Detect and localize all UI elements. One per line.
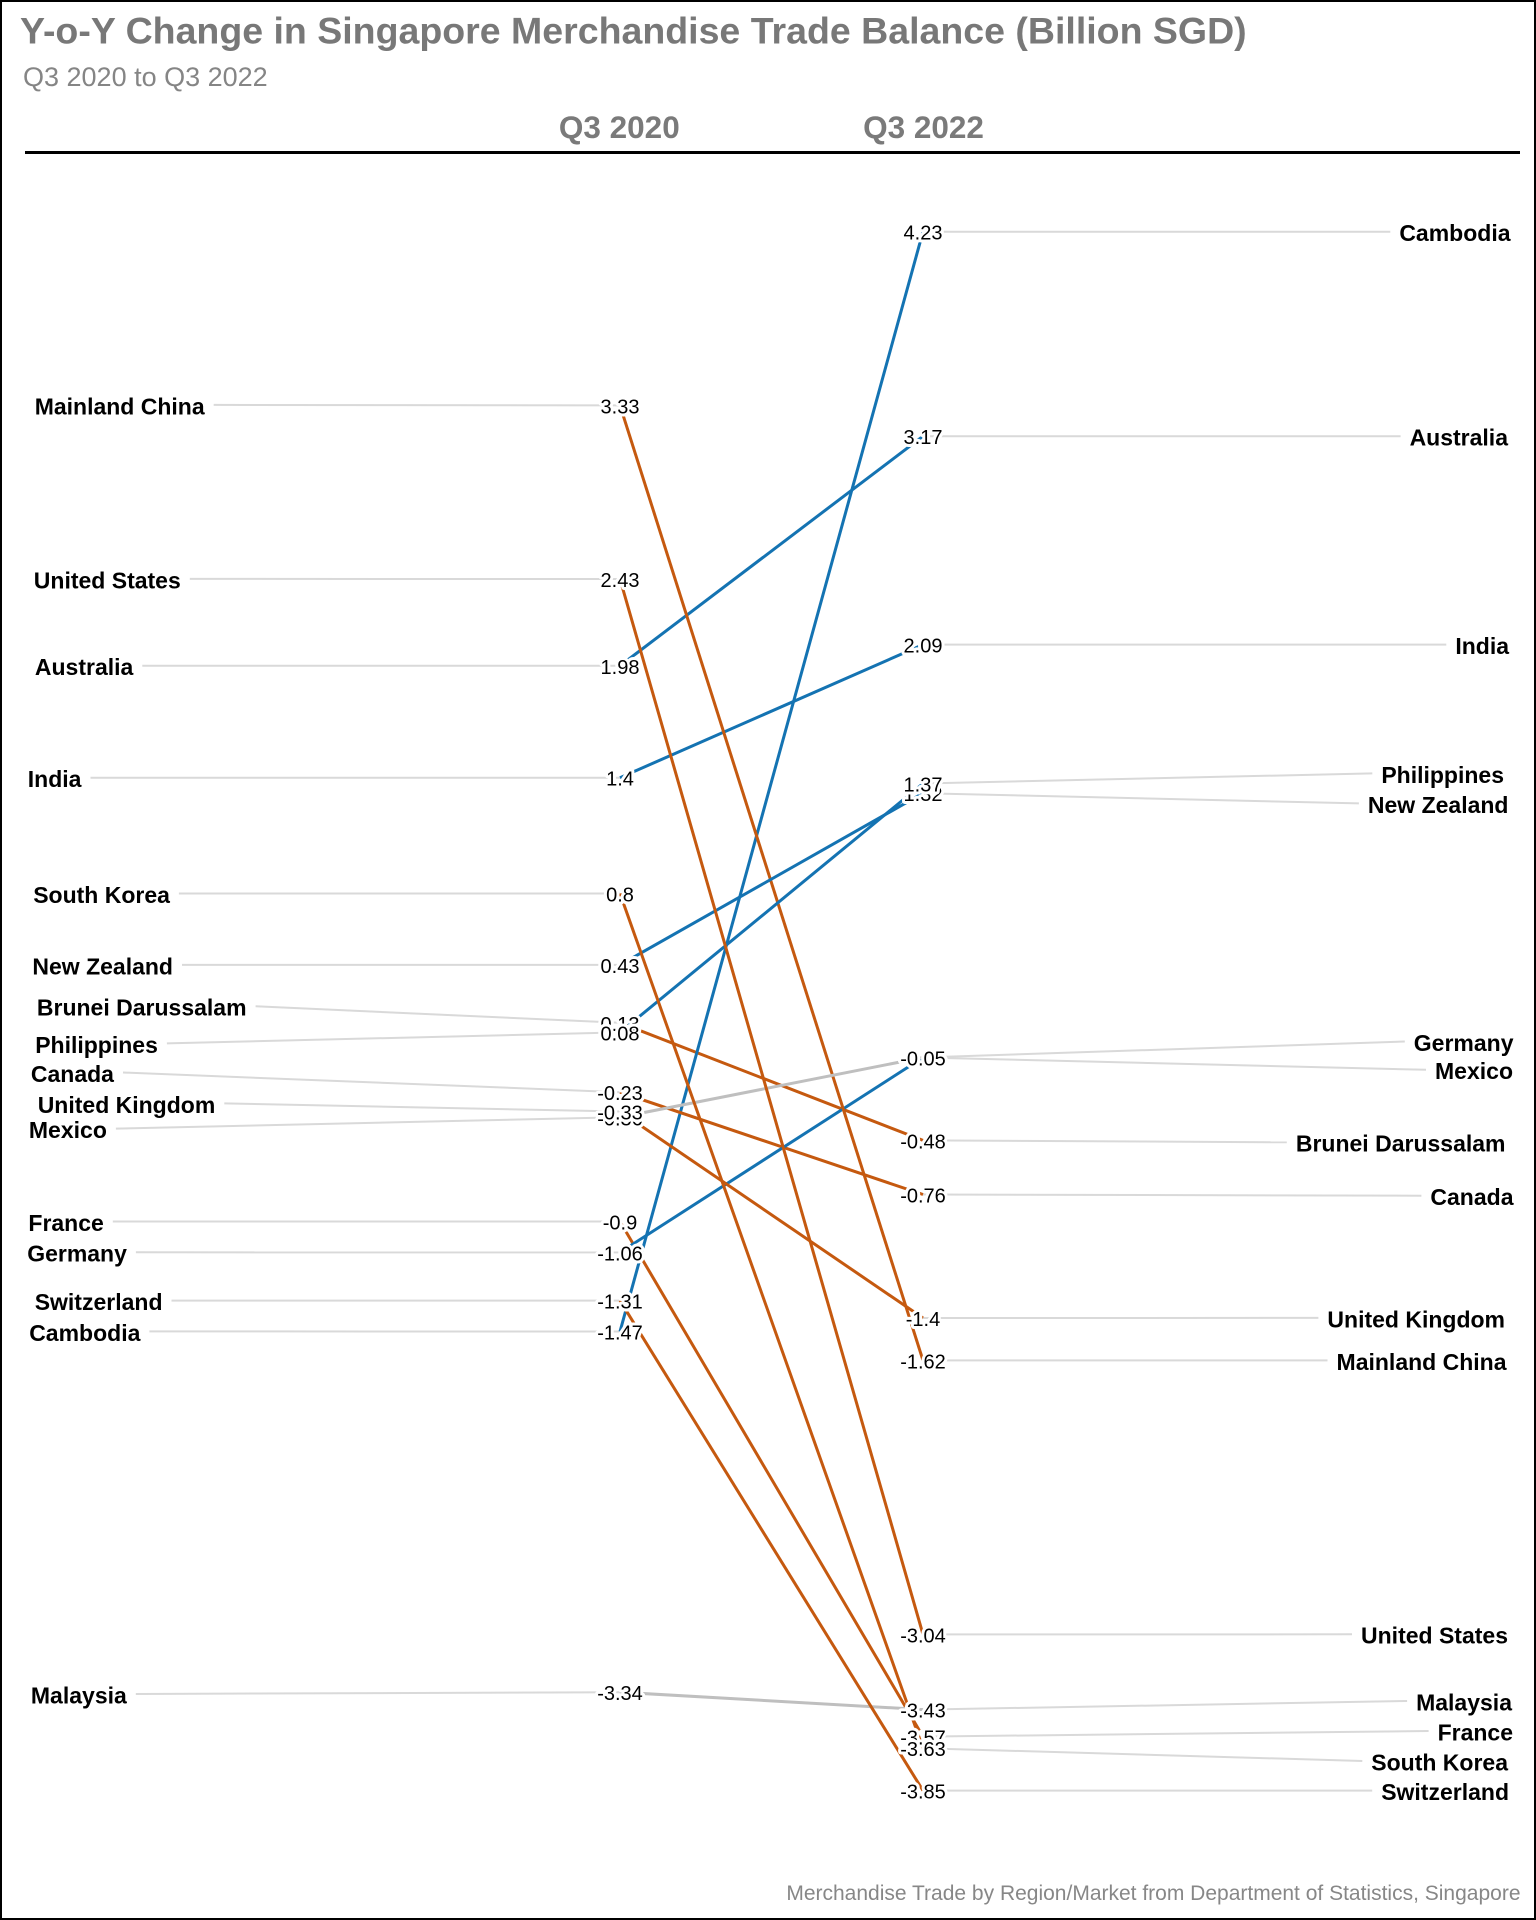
svg-text:Brunei Darussalam: Brunei Darussalam <box>37 995 247 1021</box>
svg-text:United Kingdom: United Kingdom <box>38 1092 216 1118</box>
svg-text:-3.63: -3.63 <box>900 1739 946 1761</box>
svg-text:India: India <box>1455 633 1509 659</box>
svg-text:South Korea: South Korea <box>33 882 170 908</box>
svg-text:Switzerland: Switzerland <box>35 1289 163 1315</box>
svg-text:Philippines: Philippines <box>35 1032 158 1058</box>
svg-text:Malaysia: Malaysia <box>31 1682 127 1708</box>
svg-text:-0.9: -0.9 <box>603 1213 637 1235</box>
svg-text:1.98: 1.98 <box>601 657 640 679</box>
svg-text:-0.48: -0.48 <box>900 1131 946 1153</box>
svg-text:-0.76: -0.76 <box>900 1186 946 1208</box>
svg-text:-3.85: -3.85 <box>900 1782 946 1804</box>
svg-text:1.32: 1.32 <box>904 784 943 806</box>
svg-text:Y-o-Y Change in Singapore Merc: Y-o-Y Change in Singapore Merchandise Tr… <box>20 10 1247 52</box>
svg-text:Mexico: Mexico <box>1435 1058 1513 1084</box>
svg-text:India: India <box>28 766 82 792</box>
svg-text:New Zealand: New Zealand <box>32 953 173 979</box>
svg-text:New Zealand: New Zealand <box>1368 792 1509 818</box>
svg-text:Merchandise Trade by Region/Ma: Merchandise Trade by Region/Market from … <box>786 1882 1520 1905</box>
svg-text:0.08: 0.08 <box>601 1023 640 1045</box>
svg-text:Q3 2020: Q3 2020 <box>559 109 680 145</box>
svg-text:United States: United States <box>34 567 181 593</box>
svg-text:0.13: 0.13 <box>601 1014 640 1036</box>
svg-text:Mexico: Mexico <box>29 1117 107 1143</box>
svg-text:Germany: Germany <box>27 1241 127 1267</box>
svg-text:Canada: Canada <box>31 1061 114 1087</box>
svg-text:-1.06: -1.06 <box>597 1243 643 1265</box>
svg-text:0.43: 0.43 <box>601 956 640 978</box>
svg-text:-0.36: -0.36 <box>597 1108 643 1130</box>
svg-text:-0.05: -0.05 <box>900 1049 946 1071</box>
svg-text:Q3 2022: Q3 2022 <box>863 109 984 145</box>
svg-text:-3.57: -3.57 <box>900 1728 946 1750</box>
svg-text:Philippines: Philippines <box>1381 762 1504 788</box>
svg-text:-1.47: -1.47 <box>597 1323 643 1345</box>
svg-text:France: France <box>28 1210 103 1236</box>
svg-text:-0.33: -0.33 <box>597 1103 643 1125</box>
svg-text:3.17: 3.17 <box>904 427 943 449</box>
svg-text:-3.43: -3.43 <box>900 1701 946 1723</box>
svg-text:Brunei Darussalam: Brunei Darussalam <box>1296 1131 1506 1157</box>
svg-text:Mainland China: Mainland China <box>1337 1349 1507 1375</box>
svg-text:-1.31: -1.31 <box>597 1292 643 1314</box>
svg-text:Cambodia: Cambodia <box>29 1320 140 1346</box>
svg-text:1.4: 1.4 <box>606 769 634 791</box>
svg-text:Cambodia: Cambodia <box>1399 220 1510 246</box>
svg-text:Q3 2020 to Q3 2022: Q3 2020 to Q3 2022 <box>23 62 268 92</box>
svg-text:Switzerland: Switzerland <box>1381 1779 1509 1805</box>
svg-text:0.8: 0.8 <box>606 885 634 907</box>
svg-text:Australia: Australia <box>35 654 134 680</box>
svg-text:United States: United States <box>1361 1623 1508 1649</box>
svg-text:-3.04: -3.04 <box>900 1625 946 1647</box>
svg-text:2.43: 2.43 <box>601 570 640 592</box>
svg-text:Malaysia: Malaysia <box>1416 1689 1512 1715</box>
svg-text:Australia: Australia <box>1410 425 1509 451</box>
svg-text:-1.62: -1.62 <box>900 1351 946 1373</box>
svg-text:4.23: 4.23 <box>904 223 943 245</box>
svg-text:-0.23: -0.23 <box>597 1083 643 1105</box>
svg-text:United Kingdom: United Kingdom <box>1327 1306 1505 1332</box>
svg-text:1.37: 1.37 <box>904 775 943 797</box>
svg-text:-3.34: -3.34 <box>597 1683 643 1705</box>
svg-text:South Korea: South Korea <box>1371 1749 1508 1775</box>
svg-text:-0.05: -0.05 <box>900 1049 946 1071</box>
svg-text:Mainland China: Mainland China <box>35 393 205 419</box>
svg-text:-1.4: -1.4 <box>906 1309 940 1331</box>
svg-text:France: France <box>1438 1719 1513 1745</box>
svg-text:Germany: Germany <box>1414 1030 1514 1056</box>
svg-text:2.09: 2.09 <box>904 636 943 658</box>
svg-text:3.33: 3.33 <box>601 396 640 418</box>
svg-text:Canada: Canada <box>1430 1184 1513 1210</box>
